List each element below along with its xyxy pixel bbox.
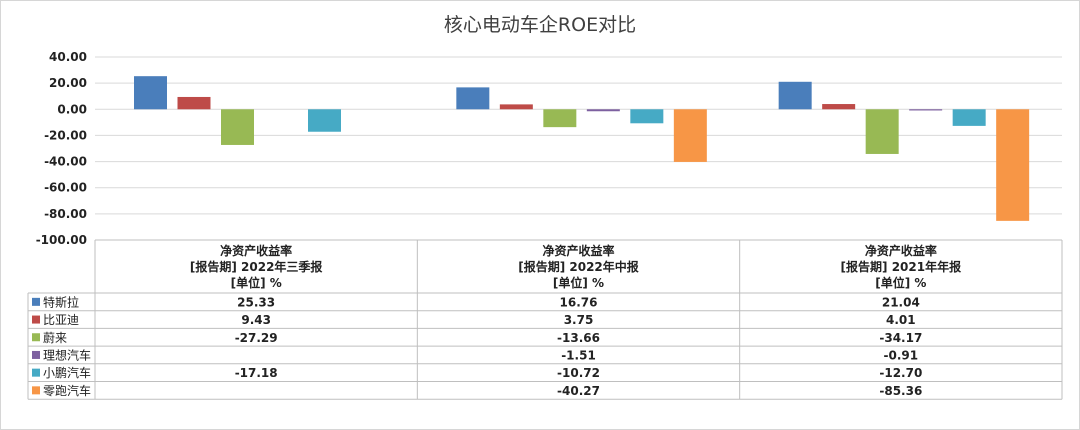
- data-label: -13.66: [557, 331, 600, 345]
- category-label-line2: [报告期] 2022年中报: [518, 259, 639, 274]
- category-label-line1: 净资产收益率: [220, 243, 292, 258]
- data-label: 21.04: [882, 295, 920, 309]
- data-label: -10.72: [557, 366, 600, 380]
- data-label: -1.51: [561, 348, 596, 362]
- bar-特斯拉: [778, 81, 812, 110]
- bar-比亚迪: [499, 104, 533, 110]
- category-label-line2: [报告期] 2022年三季报: [190, 259, 323, 274]
- y-tick-label: -60.00: [44, 181, 87, 195]
- y-tick-label: -40.00: [44, 155, 87, 169]
- y-tick-label: -20.00: [44, 128, 87, 142]
- data-label: 3.75: [564, 313, 594, 327]
- bar-理想汽车: [909, 109, 943, 111]
- bar-零跑汽车: [673, 109, 707, 162]
- y-tick-label: 20.00: [49, 76, 87, 90]
- data-label: 16.76: [560, 295, 598, 309]
- y-tick-label: 0.00: [57, 102, 87, 116]
- data-label: -85.36: [879, 384, 922, 398]
- bar-小鹏汽车: [630, 109, 664, 124]
- y-tick-label: 40.00: [49, 50, 87, 64]
- series-label: 比亚迪: [43, 313, 79, 327]
- bar-比亚迪: [822, 104, 856, 110]
- category-label-line2: [报告期] 2021年年报: [841, 259, 962, 274]
- category-label-line1: 净资产收益率: [542, 243, 614, 258]
- bar-蔚来: [543, 109, 577, 128]
- data-label: -17.18: [235, 366, 278, 380]
- legend-key-特斯拉: [32, 297, 40, 306]
- category-label-line3: [单位] %: [553, 275, 604, 290]
- category-label-line1: 净资产收益率: [865, 243, 937, 258]
- bar-蔚来: [221, 109, 254, 145]
- series-label: 特斯拉: [43, 294, 79, 309]
- bar-特斯拉: [456, 87, 490, 110]
- data-label: -40.27: [557, 384, 600, 398]
- legend-key-比亚迪: [32, 315, 40, 324]
- series-label: 蔚来: [43, 331, 67, 345]
- data-label: -12.70: [879, 366, 922, 380]
- bar-零跑汽车: [996, 109, 1030, 221]
- bar-特斯拉: [134, 76, 167, 110]
- y-tick-label: -100.00: [36, 233, 87, 247]
- data-label: 9.43: [241, 313, 271, 327]
- series-label: 理想汽车: [43, 347, 91, 362]
- legend-key-理想汽车: [32, 350, 40, 359]
- data-label: -27.29: [235, 331, 278, 345]
- legend-key-零跑汽车: [32, 386, 40, 395]
- legend-key-小鹏汽车: [32, 368, 40, 377]
- data-label: -0.91: [884, 348, 919, 362]
- data-label: -34.17: [879, 331, 922, 345]
- bar-小鹏汽车: [952, 109, 986, 126]
- category-label-line3: [单位] %: [231, 275, 282, 290]
- y-tick-label: -80.00: [44, 207, 87, 221]
- bar-蔚来: [865, 109, 899, 154]
- bar-小鹏汽车: [308, 109, 341, 132]
- data-label: 25.33: [237, 295, 275, 309]
- series-label: 小鹏汽车: [43, 365, 91, 380]
- data-label: 4.01: [886, 313, 916, 327]
- bar-理想汽车: [586, 109, 620, 112]
- legend-key-蔚来: [32, 333, 40, 342]
- series-label: 零跑汽车: [43, 383, 91, 398]
- category-label-line3: [单位] %: [875, 275, 926, 290]
- bar-比亚迪: [177, 96, 211, 110]
- chart-title: 核心电动车企ROE对比: [443, 14, 637, 36]
